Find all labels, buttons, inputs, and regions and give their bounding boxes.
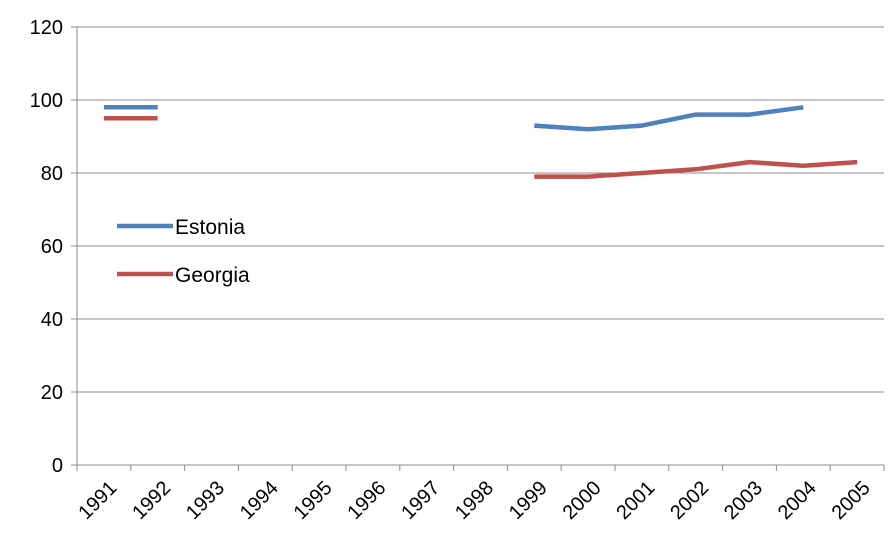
legend-label-estonia: Estonia — [175, 216, 245, 239]
legend-item-georgia: Georgia — [117, 264, 250, 287]
y-tick-label: 20 — [41, 382, 63, 404]
x-tick-label-1991: 1991 — [74, 477, 121, 524]
x-tick-label-2004: 2004 — [774, 477, 821, 524]
y-tick-label: 60 — [41, 236, 63, 258]
x-tick-label-1999: 1999 — [505, 477, 552, 524]
x-tick-label-1995: 1995 — [290, 477, 337, 524]
x-tick-label-2003: 2003 — [720, 477, 767, 524]
x-axis-ticks: 1991 1992 1993 1994 1995 1996 1997 1998 1999 2000… — [74, 465, 885, 524]
x-tick-label-2001: 2001 — [612, 477, 659, 524]
series-lines — [103, 105, 858, 179]
x-tick-label-1998: 1998 — [451, 477, 498, 524]
x-tick-label-1992: 1992 — [128, 477, 175, 524]
x-tick-label-1993: 1993 — [182, 477, 229, 524]
y-axis-ticks: 0 20 40 60 80 100 120 — [30, 17, 77, 477]
y-tick-label: 40 — [41, 309, 63, 331]
x-tick-label-2005: 2005 — [828, 477, 875, 524]
x-tick-label-2000: 2000 — [559, 477, 606, 524]
y-tick-label: 120 — [30, 17, 63, 39]
legend-label-georgia: Georgia — [175, 264, 250, 287]
x-tick-label-2002: 2002 — [666, 477, 713, 524]
y-tick-label: 100 — [30, 90, 63, 112]
x-tick-label-1997: 1997 — [397, 477, 444, 524]
legend: Estonia Georgia — [117, 216, 250, 287]
gridlines — [77, 26, 884, 393]
series-line-georgia-segment-2 — [534, 159, 858, 179]
y-tick-label: 0 — [52, 455, 63, 477]
series-line-estonia-segment-2 — [534, 105, 804, 132]
x-tick-label-1996: 1996 — [343, 477, 390, 524]
x-tick-label-1994: 1994 — [236, 477, 283, 524]
y-tick-label: 80 — [41, 163, 63, 185]
legend-item-estonia: Estonia — [117, 216, 245, 239]
